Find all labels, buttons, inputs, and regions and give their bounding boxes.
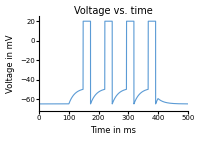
X-axis label: Time in ms: Time in ms: [90, 126, 136, 136]
Title: Voltage vs. time: Voltage vs. time: [74, 5, 153, 16]
Y-axis label: Voltage in mV: Voltage in mV: [6, 34, 15, 93]
